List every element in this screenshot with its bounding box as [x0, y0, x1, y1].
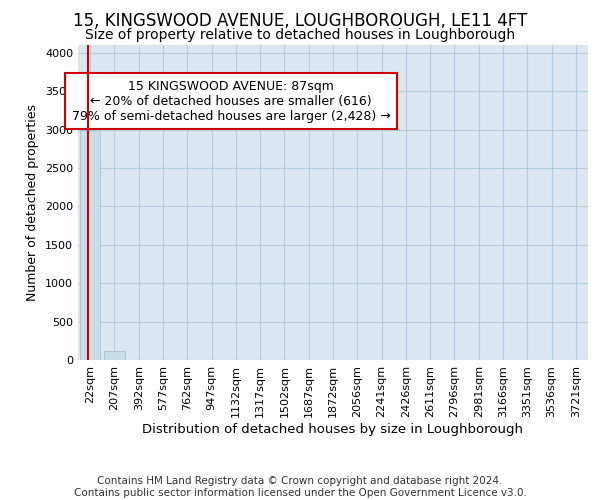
X-axis label: Distribution of detached houses by size in Loughborough: Distribution of detached houses by size … [143, 422, 523, 436]
Bar [104, 351, 125, 360]
Text: 15 KINGSWOOD AVENUE: 87sqm
← 20% of detached houses are smaller (616)
79% of sem: 15 KINGSWOOD AVENUE: 87sqm ← 20% of deta… [71, 80, 391, 122]
Y-axis label: Number of detached properties: Number of detached properties [26, 104, 40, 301]
Bar [80, 130, 100, 360]
Text: Contains HM Land Registry data © Crown copyright and database right 2024.
Contai: Contains HM Land Registry data © Crown c… [74, 476, 526, 498]
Text: Size of property relative to detached houses in Loughborough: Size of property relative to detached ho… [85, 28, 515, 42]
Text: 15, KINGSWOOD AVENUE, LOUGHBOROUGH, LE11 4FT: 15, KINGSWOOD AVENUE, LOUGHBOROUGH, LE11… [73, 12, 527, 30]
